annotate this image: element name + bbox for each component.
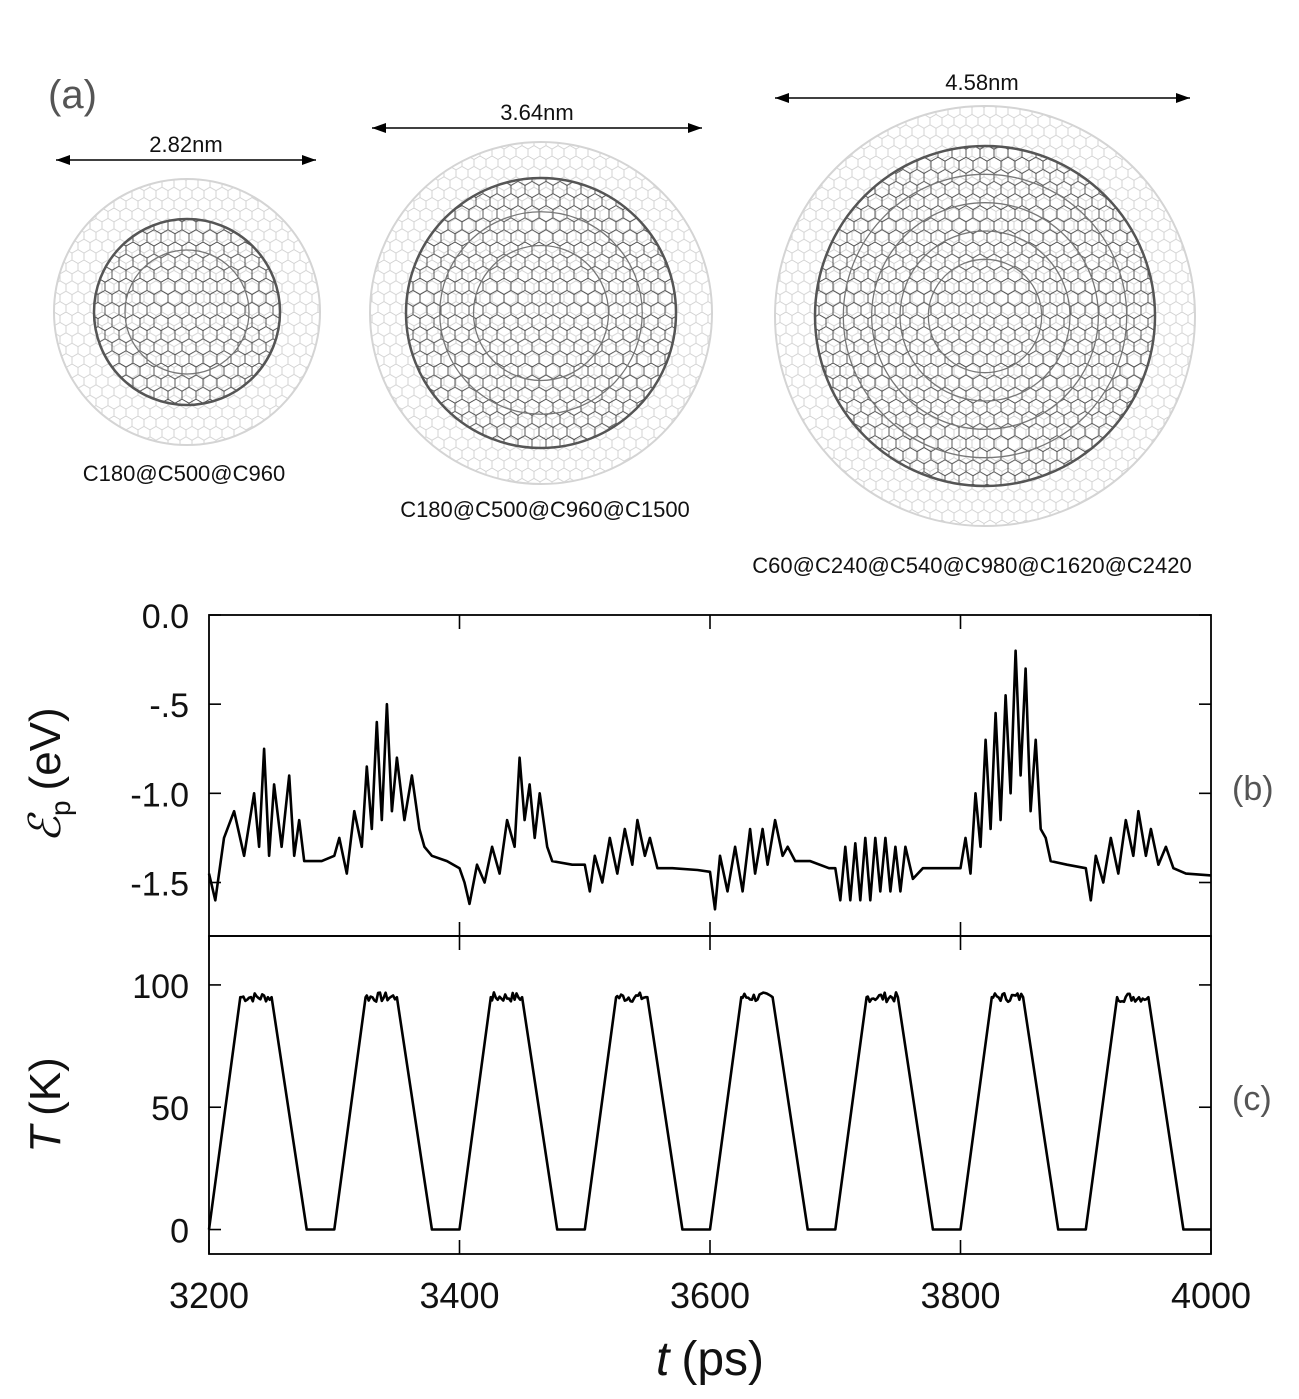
temperature-symbol: T [21, 1123, 70, 1153]
inner-shell [92, 217, 282, 407]
c-xtick-label: 3600 [670, 1275, 750, 1316]
b-ytick-label: 0.0 [142, 598, 189, 636]
arrowhead-left-3 [775, 93, 789, 103]
b-ytick-label: -.5 [149, 687, 189, 725]
b-ytick-label: -1.5 [130, 866, 189, 904]
temperature-series-line [207, 991, 1211, 1231]
diameter-label-3: 4.58nm [945, 70, 1018, 95]
inner-shell [899, 230, 1071, 402]
c-ytick-label: 50 [151, 1090, 189, 1128]
inner-shell [439, 211, 643, 415]
inner-shell [472, 244, 610, 382]
arrowhead-left-1 [56, 155, 70, 165]
inner-shell [813, 144, 1157, 488]
panel-b-y-ticks: 0.0 -.5 -1.0 -1.5 [130, 598, 1211, 904]
structure-1: 2.82nm C180@C500@C960 [53, 132, 321, 486]
panel-c-y-axis-label: T (K) [21, 1057, 70, 1153]
energy-series-line [207, 649, 1212, 911]
panel-a: (a) 2.82nm C180@C500@C960 3.64nm C180@C5… [48, 70, 1196, 578]
diameter-label-1: 2.82nm [149, 132, 222, 157]
time-symbol: t [656, 1333, 671, 1386]
panel-b-y-axis-label: ℰp (eV) [20, 707, 76, 842]
inner-shell [404, 176, 678, 450]
panel-b-energy-chart: 0.0 -.5 -1.0 -1.5 (b) ℰp (eV) [20, 598, 1274, 937]
panel-c-x-ticks: 3200 3400 3600 3800 4000 [169, 936, 1251, 1316]
panel-b-x-ticks [458, 615, 962, 936]
arrowhead-right-2 [688, 123, 702, 133]
c-ytick-label: 0 [170, 1213, 189, 1251]
c-xtick-label: 3200 [169, 1275, 249, 1316]
inner-shell [124, 249, 250, 375]
panel-b-label: (b) [1232, 770, 1274, 808]
svg-text:T(K): T (K) [21, 1057, 70, 1153]
arrowhead-right-3 [1176, 93, 1190, 103]
temperature-unit: (K) [21, 1057, 70, 1116]
inner-shell [842, 173, 1128, 459]
diameter-label-2: 3.64nm [500, 100, 573, 125]
fullerene-onion-1 [53, 178, 321, 446]
time-unit: (ps) [681, 1333, 764, 1386]
panel-c-temperature-chart: 100 50 0 3200 3400 3600 3800 4000 (c) T (K) t (p… [21, 935, 1272, 1386]
structure-name-1: C180@C500@C960 [83, 461, 285, 486]
c-xtick-label: 4000 [1171, 1275, 1251, 1316]
panel-c-y-ticks: 100 50 0 [132, 968, 1211, 1251]
structure-name-2: C180@C500@C960@C1500 [400, 497, 690, 522]
structure-3: 4.58nm C60@C240@C540@C980@C1620@C2420 [752, 70, 1196, 578]
arrowhead-right-1 [302, 155, 316, 165]
arrowhead-left-2 [372, 123, 386, 133]
c-ytick-label: 100 [132, 968, 189, 1006]
fullerene-onion-2 [369, 141, 713, 485]
inner-shell [927, 258, 1043, 374]
c-xtick-label: 3400 [419, 1275, 499, 1316]
panel-b-frame [208, 614, 1212, 937]
panel-c-frame [208, 935, 1212, 1255]
structure-2: 3.64nm C180@C500@C960@C1500 [369, 100, 713, 522]
energy-subscript: p [45, 800, 76, 816]
c-xtick-label: 3800 [920, 1275, 1000, 1316]
panel-c-label: (c) [1232, 1080, 1272, 1118]
structure-name-3: C60@C240@C540@C980@C1620@C2420 [752, 553, 1191, 578]
fullerene-onion-3 [774, 105, 1196, 527]
energy-symbol: ℰ [20, 812, 71, 843]
svg-text:ℰp(eV): ℰp (eV) [20, 707, 76, 842]
x-axis-label: t (ps) [656, 1333, 764, 1386]
energy-unit: (eV) [21, 707, 70, 790]
panel-a-label: (a) [48, 73, 97, 117]
b-ytick-label: -1.0 [130, 776, 189, 814]
inner-shell [871, 202, 1099, 430]
